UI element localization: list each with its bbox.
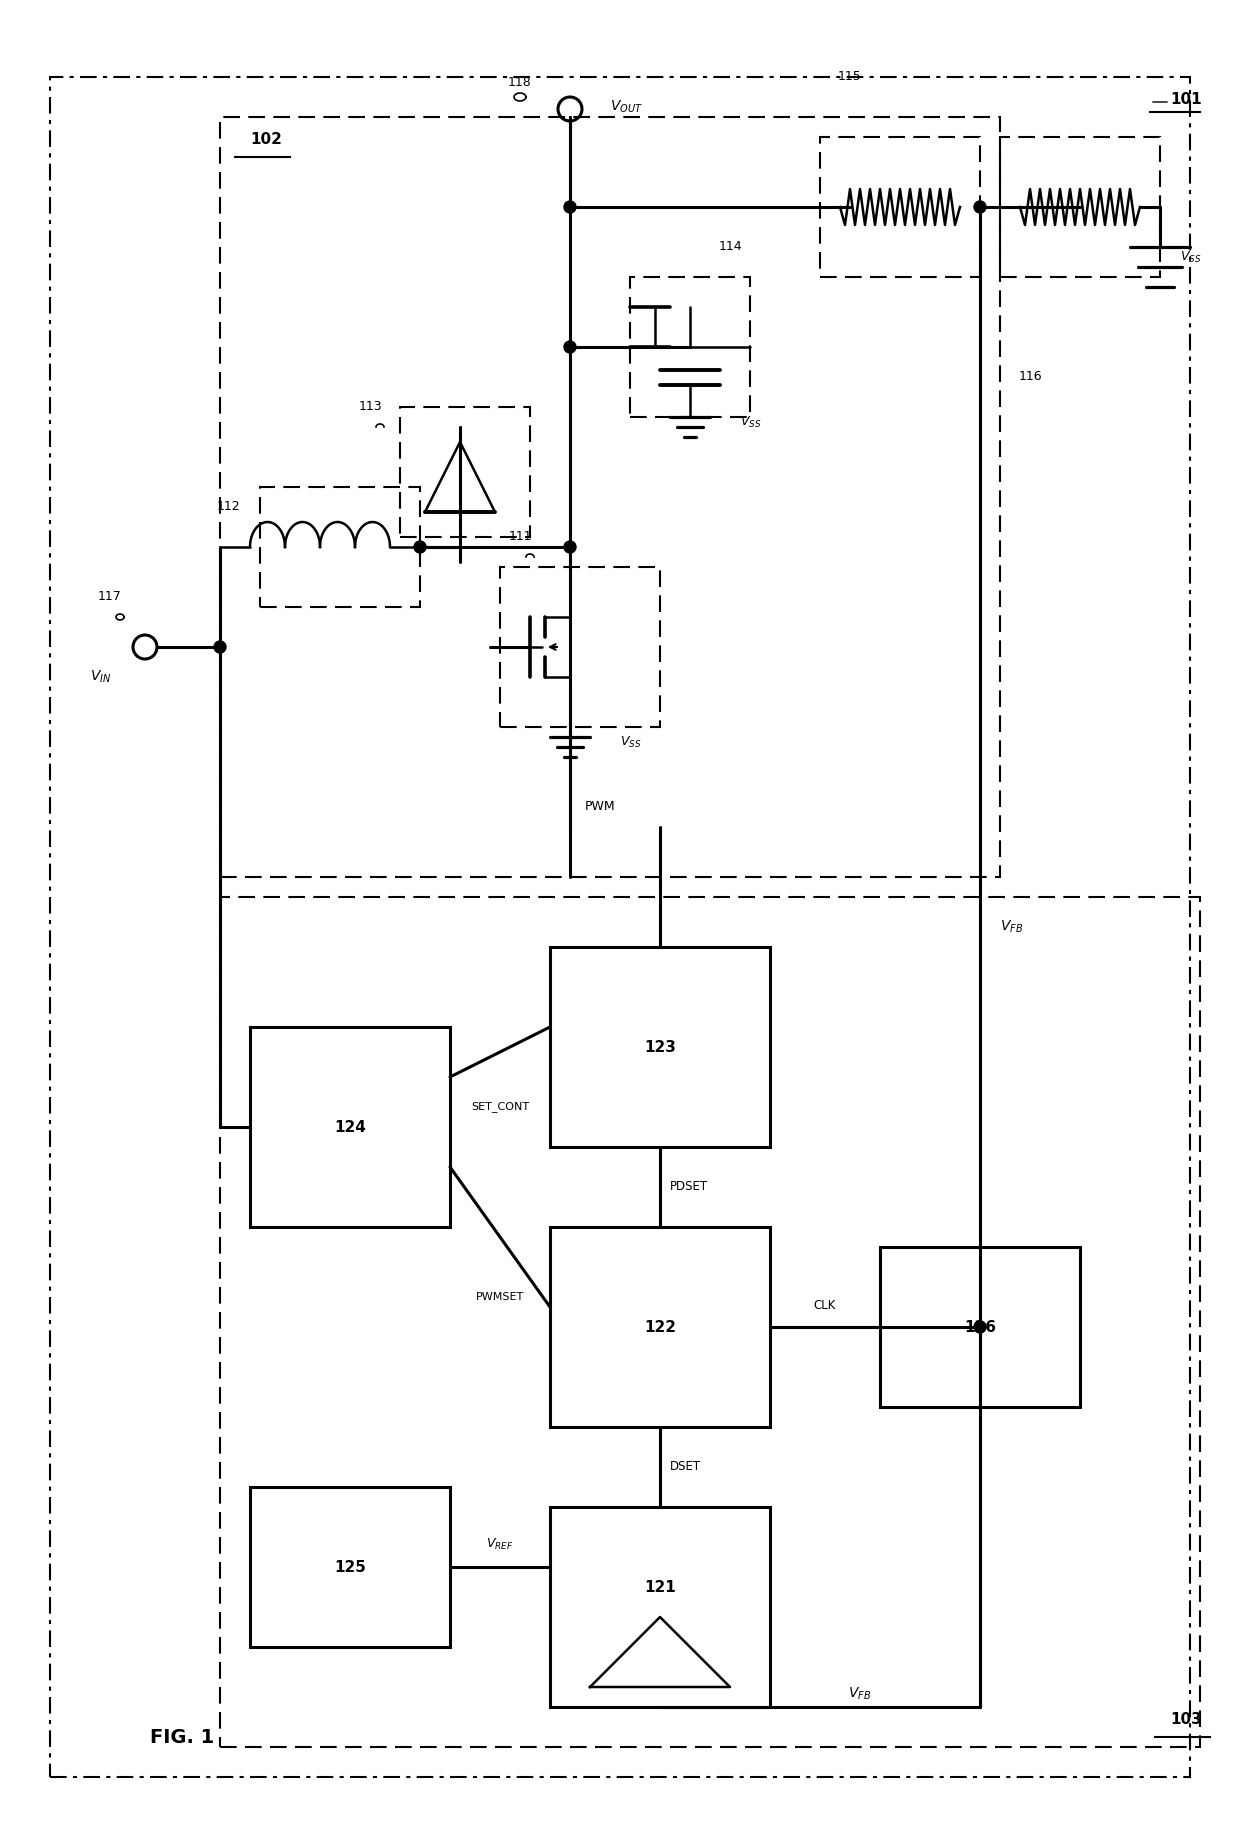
- Bar: [880, 1248, 1080, 1407]
- Text: SET_CONT: SET_CONT: [471, 1102, 529, 1113]
- Text: 114: 114: [718, 241, 742, 254]
- Bar: [250, 1027, 450, 1228]
- Text: 113: 113: [358, 400, 382, 413]
- Text: PWM: PWM: [585, 800, 615, 813]
- Bar: [500, 566, 660, 727]
- Text: 122: 122: [644, 1319, 676, 1334]
- Bar: [219, 117, 999, 877]
- Text: 124: 124: [334, 1120, 366, 1135]
- Text: 112: 112: [216, 501, 241, 513]
- Text: $V_{OUT}$: $V_{OUT}$: [610, 99, 642, 115]
- Bar: [551, 946, 770, 1147]
- Text: 123: 123: [644, 1040, 676, 1054]
- Text: CLK: CLK: [813, 1299, 836, 1312]
- Text: $V_{FB}$: $V_{FB}$: [999, 919, 1023, 935]
- Bar: [401, 407, 529, 537]
- Text: $V_{IN}$: $V_{IN}$: [91, 669, 112, 685]
- Circle shape: [564, 342, 577, 353]
- Bar: [250, 1487, 450, 1646]
- Bar: [260, 488, 420, 607]
- Text: 125: 125: [334, 1560, 366, 1575]
- Text: 111: 111: [508, 530, 532, 543]
- Text: 116: 116: [1018, 371, 1042, 384]
- Circle shape: [564, 541, 577, 554]
- Circle shape: [973, 1321, 986, 1334]
- Text: PWMSET: PWMSET: [476, 1292, 525, 1303]
- Text: 121: 121: [644, 1580, 676, 1595]
- Text: $V_{REF}$: $V_{REF}$: [486, 1537, 513, 1551]
- Text: PDSET: PDSET: [670, 1180, 708, 1193]
- Text: 103: 103: [1171, 1712, 1202, 1727]
- Text: $V_{SS}$: $V_{SS}$: [620, 734, 641, 749]
- Circle shape: [973, 201, 986, 214]
- Text: 101: 101: [1171, 91, 1202, 108]
- Text: 102: 102: [250, 132, 281, 146]
- Text: DSET: DSET: [670, 1460, 701, 1474]
- Bar: [999, 137, 1159, 278]
- Text: 117: 117: [98, 590, 122, 603]
- Circle shape: [564, 201, 577, 214]
- Bar: [551, 1507, 770, 1706]
- Bar: [551, 1228, 770, 1427]
- Text: 118: 118: [508, 75, 532, 88]
- Circle shape: [215, 641, 226, 652]
- Text: $V_{SS}$: $V_{SS}$: [1180, 250, 1202, 265]
- Text: 115: 115: [838, 71, 862, 84]
- Text: FIG. 1: FIG. 1: [150, 1728, 215, 1747]
- Text: $V_{FB}$: $V_{FB}$: [848, 1686, 872, 1703]
- Circle shape: [414, 541, 427, 554]
- Bar: [630, 278, 750, 417]
- Bar: [820, 137, 980, 278]
- Text: $V_{SS}$: $V_{SS}$: [740, 415, 761, 429]
- Text: 126: 126: [963, 1319, 996, 1334]
- Bar: [219, 897, 1200, 1747]
